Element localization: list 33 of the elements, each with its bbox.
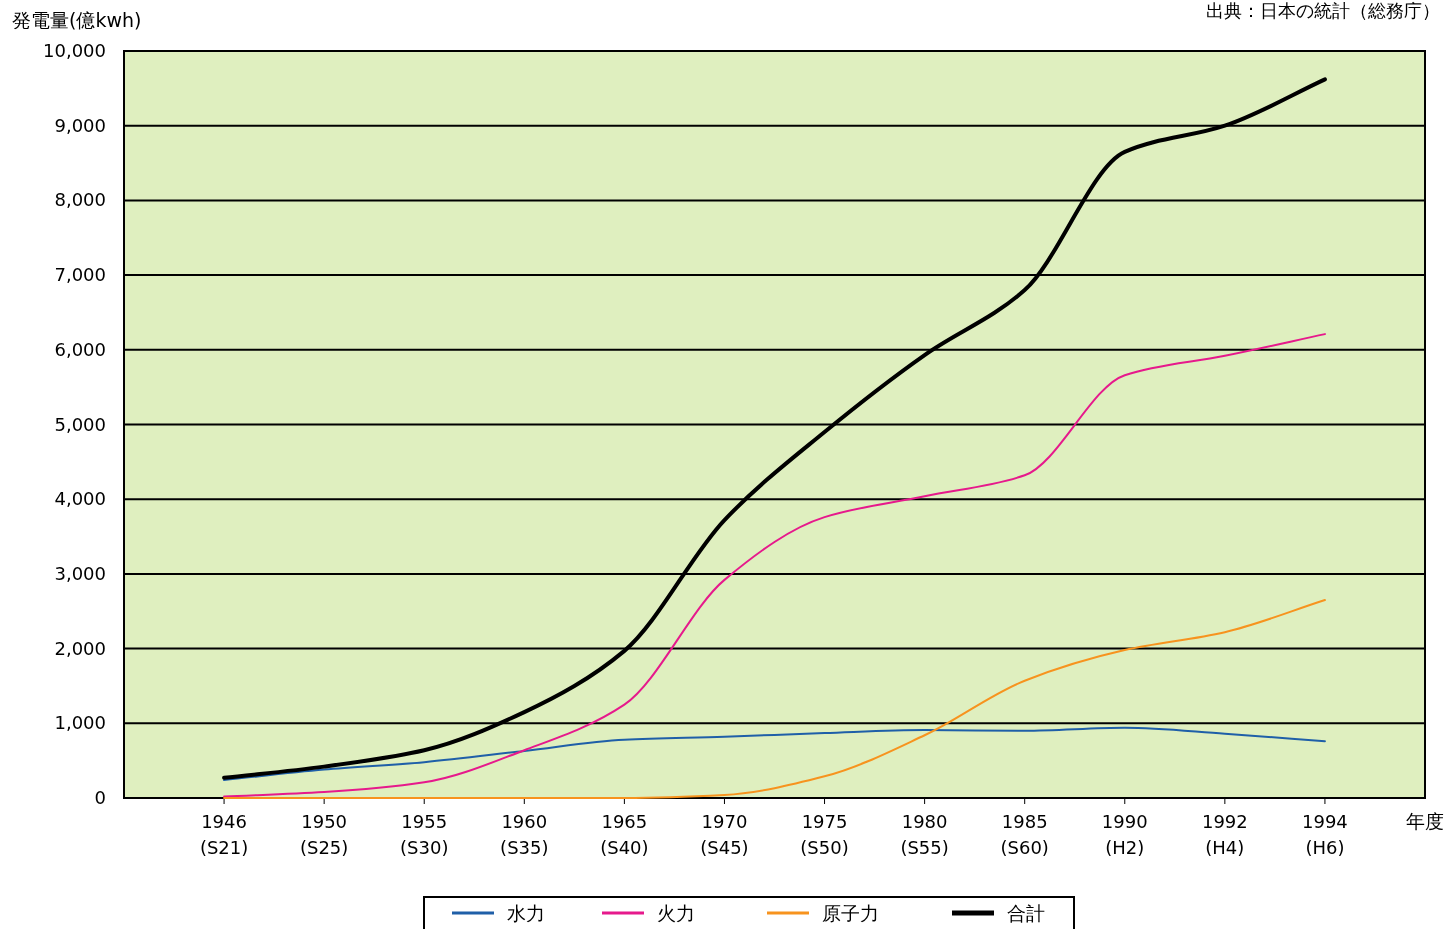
y-tick-label: 6,000 <box>54 338 106 360</box>
x-tick-label: 1960 (S35) <box>500 811 549 858</box>
x-tick-label: 1992 (H4) <box>1201 811 1248 858</box>
y-tick-label: 2,000 <box>54 637 106 659</box>
x-tick-label: 1980 (S55) <box>900 811 949 858</box>
line-series <box>223 726 1326 782</box>
x-tick-label: 1965 (S40) <box>600 811 649 858</box>
x-tick-label: 1994 (H6) <box>1302 811 1348 858</box>
x-tick-label: 1946 (S21) <box>199 811 249 858</box>
legend-label: 水力 <box>507 902 545 924</box>
x-tick-label: 1985 (S60) <box>1000 811 1049 858</box>
line-series <box>223 599 1326 799</box>
y-tick-label: 8,000 <box>54 189 106 211</box>
x-axis-title: 年度 <box>1406 810 1444 832</box>
y-tick-label: 1,000 <box>54 712 106 734</box>
x-tick-label: 1975 (S50) <box>800 811 849 858</box>
x-tick-label: 1990 (H2) <box>1101 811 1148 858</box>
y-tick-label: 10,000 <box>43 40 106 61</box>
y-axis-title: 発電量(億kwh) <box>12 9 142 31</box>
legend-label: 原子力 <box>822 902 879 924</box>
y-tick-label: 0 <box>94 787 106 808</box>
line-series <box>223 333 1326 798</box>
legend-label: 合計 <box>1007 902 1045 924</box>
y-tick-label: 7,000 <box>54 264 106 286</box>
x-tick-label: 1970 (S45) <box>700 811 749 858</box>
y-tick-label: 3,000 <box>54 562 106 584</box>
source-note: 出典：日本の統計（総務庁） <box>1206 0 1440 21</box>
x-tick-label: 1955 (S30) <box>400 811 449 858</box>
legend-label: 火力 <box>657 902 695 924</box>
y-tick-label: 9,000 <box>54 114 106 136</box>
y-tick-label: 5,000 <box>54 413 106 435</box>
x-tick-label: 1950 (S25) <box>299 811 349 858</box>
y-tick-label: 4,000 <box>54 488 106 510</box>
